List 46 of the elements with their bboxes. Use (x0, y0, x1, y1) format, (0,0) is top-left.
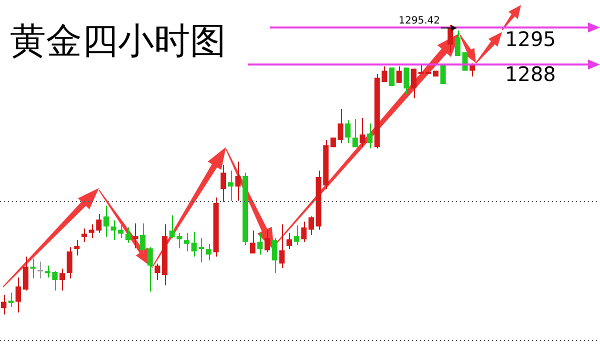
candlestick (411, 68, 416, 99)
candlestick (38, 261, 44, 279)
annotation: 1295.42 (398, 16, 440, 27)
candlestick (404, 67, 410, 95)
candlestick (125, 226, 131, 244)
candlestick (250, 230, 256, 254)
candlestick (154, 263, 160, 281)
candlestick (301, 221, 307, 242)
candlestick (147, 246, 153, 292)
candlestick (22, 256, 28, 291)
candlestick (352, 118, 358, 148)
candlestick (345, 120, 351, 144)
candlestick (103, 205, 109, 238)
candlestick (66, 246, 72, 279)
candlestick (8, 292, 14, 308)
candlestick (286, 232, 292, 250)
candlestick (0, 294, 6, 316)
candlestick (184, 232, 190, 252)
candlestick (257, 232, 263, 256)
candlestick (396, 66, 402, 84)
candlestick (454, 30, 460, 56)
candlestick (367, 122, 373, 149)
candlestick (448, 24, 454, 53)
candlestick (81, 228, 87, 242)
candlestick (60, 268, 65, 291)
candlestick (338, 108, 344, 144)
candlestick (440, 65, 446, 85)
candlestick (132, 222, 138, 249)
candlestick (264, 229, 270, 253)
candlestick (140, 222, 146, 254)
candlestick (16, 276, 22, 313)
candlestick (220, 164, 226, 202)
candlestick (389, 67, 395, 87)
text: 1288 (505, 62, 556, 86)
candlestick (294, 224, 300, 246)
candlestick (228, 170, 234, 202)
candlestick (74, 240, 80, 256)
candlestick (30, 258, 36, 279)
candlestick (206, 243, 212, 261)
candlestick (279, 224, 285, 268)
candlestick (470, 62, 476, 78)
candlestick (272, 238, 278, 274)
text: 1295 (505, 27, 556, 52)
candlestick (308, 216, 314, 236)
candlestick (360, 117, 366, 148)
chart-title: 黄金四小时图 (10, 21, 226, 62)
